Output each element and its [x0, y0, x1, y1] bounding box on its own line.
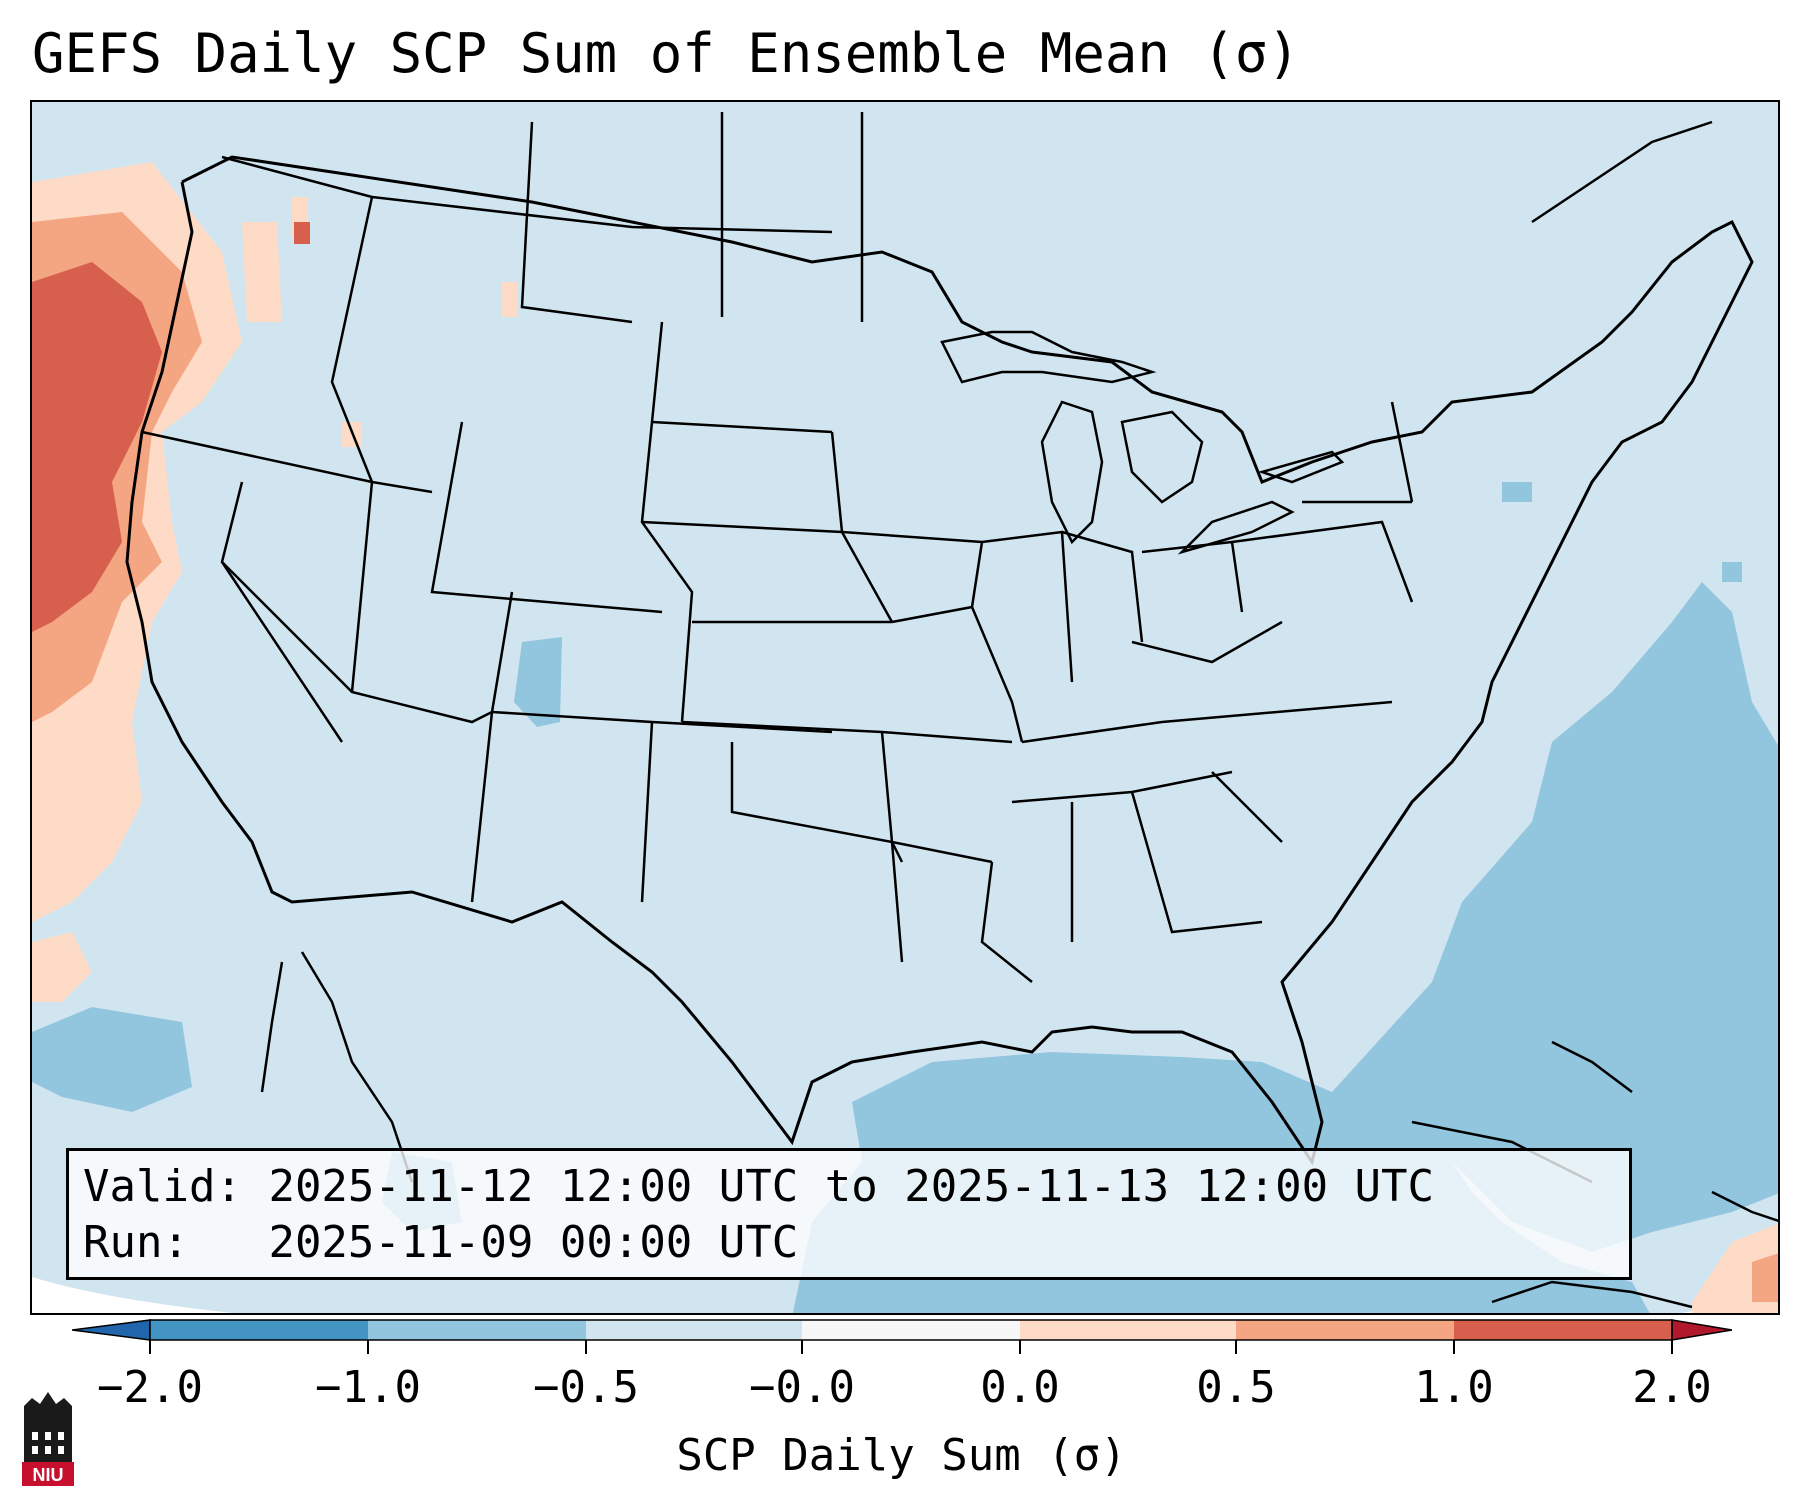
- map-canvas: [32, 102, 1778, 1313]
- positive-anomaly-pacific: [32, 162, 517, 1002]
- colorbar-bin-3: [586, 1320, 802, 1340]
- colorbar-frame: [149, 1319, 1673, 1341]
- state-boundaries: [141, 112, 1414, 983]
- run-value: 2025-11-09 00:00 UTC: [268, 1217, 799, 1268]
- colorbar-tick-label: −0.0: [749, 1362, 855, 1413]
- colorbar-over-triangle: [1671, 1319, 1732, 1341]
- colorbar-tick-label: 0.5: [1196, 1362, 1276, 1413]
- run-line: Run: 2025-11-09 00:00 UTC: [83, 1215, 1615, 1271]
- colorbar-bin-2: [368, 1320, 586, 1340]
- niu-logo-icon: NIU: [22, 1392, 74, 1486]
- map-title: GEFS Daily SCP Sum of Ensemble Mean (σ): [32, 22, 1300, 85]
- svg-text:NIU: NIU: [33, 1465, 64, 1485]
- valid-value: 2025-11-12 12:00 UTC to 2025-11-13 12:00…: [268, 1161, 1435, 1212]
- colorbar-bin-5: [1020, 1320, 1236, 1340]
- colorbar-bin-7: [1454, 1320, 1672, 1340]
- colorbar-tick-label: 1.0: [1414, 1362, 1494, 1413]
- colorbar-tick-label: −0.5: [533, 1362, 639, 1413]
- run-label: Run:: [83, 1217, 189, 1268]
- positive-anomaly-caribbean-core: [1752, 1253, 1778, 1302]
- colorbar-under-triangle: [72, 1319, 151, 1341]
- colorbar-tick-label: −1.0: [315, 1362, 421, 1413]
- valid-run-info-box: Valid: 2025-11-12 12:00 UTC to 2025-11-1…: [66, 1148, 1632, 1280]
- projection-outside-bottom-left: [32, 1277, 233, 1313]
- map-panel: [30, 100, 1780, 1315]
- colorbar: [72, 1319, 1732, 1354]
- colorbar-bin-4: [802, 1320, 1020, 1340]
- other-coastlines: [260, 120, 1778, 1309]
- colorbar-tick-label: 2.0: [1632, 1362, 1712, 1413]
- colorbar-ticks: [149, 1340, 1673, 1354]
- us-outline: [125, 155, 1754, 1166]
- colorbar-tick-label: −2.0: [97, 1362, 203, 1413]
- colorbar-tick-label: 0.0: [980, 1362, 1060, 1413]
- colorbar-label: SCP Daily Sum (σ): [676, 1430, 1127, 1481]
- colorbar-bin-1: [150, 1320, 368, 1340]
- great-lakes: [940, 330, 1345, 555]
- colorbar-bin-6: [1236, 1320, 1454, 1340]
- valid-line: Valid: 2025-11-12 12:00 UTC to 2025-11-1…: [83, 1159, 1615, 1215]
- valid-label: Valid:: [83, 1161, 242, 1212]
